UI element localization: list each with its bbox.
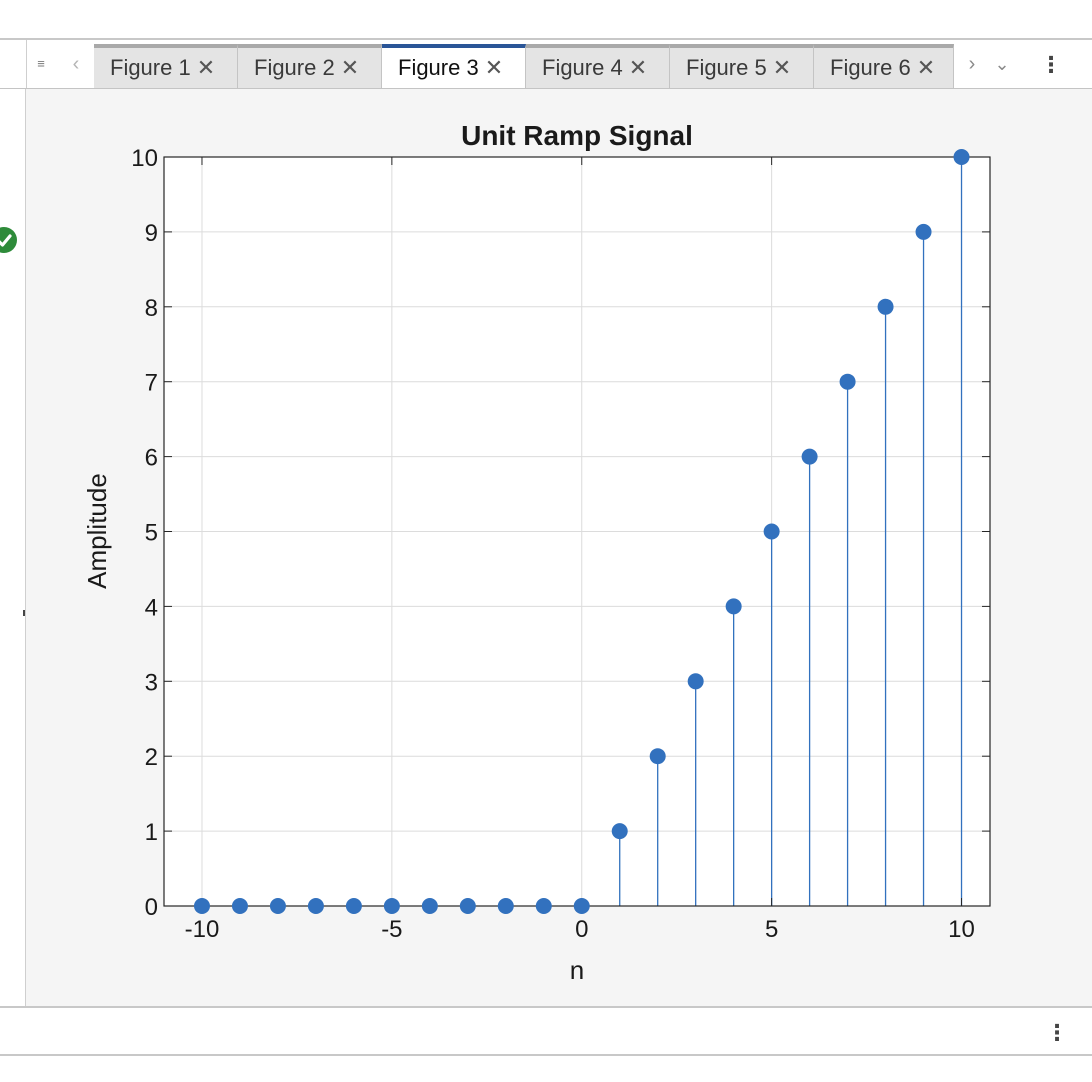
close-icon[interactable]: ✕ [772, 55, 792, 80]
stem-marker [535, 898, 552, 914]
y-tick-label: 3 [145, 669, 158, 696]
tick-labels: -10 -5 0 5 10 0 1 2 3 4 5 6 7 8 9 10 [131, 145, 975, 943]
x-tick-label: 0 [575, 916, 588, 943]
list-icon[interactable]: ≡ [37, 56, 45, 71]
stem-marker [801, 448, 818, 465]
stem-marker [307, 898, 324, 914]
stem-marker [231, 898, 248, 914]
y-tick-label: 4 [145, 594, 158, 621]
close-icon[interactable]: ✕ [484, 55, 504, 80]
chevron-right-icon[interactable]: › [968, 53, 976, 75]
close-icon[interactable]: ✕ [196, 55, 216, 80]
stem-marker [573, 898, 590, 914]
y-tick-label: 5 [145, 520, 158, 547]
axis-ticks [164, 156, 990, 907]
y-axis-label: Amplitude [82, 473, 112, 589]
close-icon[interactable]: ✕ [340, 55, 360, 80]
stem-marker [383, 898, 400, 914]
vertical-ellipsis-icon[interactable]: ⋮ [1046, 1020, 1068, 1045]
tab-figure-2[interactable]: Figure 2 ✕ [238, 44, 382, 89]
tab-label: Figure 3 [398, 55, 479, 80]
tab-figure-3[interactable]: Figure 3 ✕ [382, 44, 526, 89]
stem-markers [193, 149, 970, 914]
y-tick-label: 1 [145, 819, 158, 846]
tab-label: Figure 4 [542, 55, 623, 80]
stem-marker [497, 898, 514, 914]
panel-resize-handle[interactable] [23, 610, 25, 616]
chevron-down-icon[interactable]: ⌄ [994, 54, 1010, 74]
x-tick-label: 10 [948, 916, 975, 943]
tab-figure-4[interactable]: Figure 4 ✕ [526, 44, 670, 89]
close-icon[interactable]: ✕ [628, 55, 648, 80]
stem-marker [687, 673, 704, 690]
left-panel [0, 89, 26, 1006]
stem-plot: -10 -5 0 5 10 0 1 2 3 4 5 6 7 8 9 10 Unit Ramp Signal n… [82, 120, 991, 985]
stem-lines [619, 157, 963, 906]
y-tick-label: 8 [145, 295, 158, 322]
close-icon[interactable]: ✕ [916, 55, 936, 80]
x-tick-label: -5 [381, 916, 402, 943]
y-tick-label: 0 [145, 894, 158, 921]
stem-marker [345, 898, 362, 914]
stem-marker [953, 149, 970, 165]
stem-marker [269, 898, 286, 914]
tabbar-bottom-border [0, 88, 1092, 89]
x-tick-label: -10 [185, 916, 220, 943]
y-tick-label: 6 [145, 445, 158, 472]
tab-figure-6[interactable]: Figure 6 ✕ [814, 44, 954, 89]
stem-marker [725, 598, 742, 615]
bottom-status-bar: ⋮ [0, 1006, 1092, 1056]
y-tick-label: 9 [145, 220, 158, 247]
stem-marker [763, 523, 780, 540]
figure-canvas: -10 -5 0 5 10 0 1 2 3 4 5 6 7 8 9 10 Unit Ramp Signal n… [26, 89, 1092, 1006]
tab-label: Figure 5 [686, 55, 767, 80]
stem-marker [915, 223, 932, 240]
stem-marker [839, 373, 856, 390]
x-tick-label: 5 [765, 916, 778, 943]
stem-marker [649, 748, 666, 765]
vertical-ellipsis-icon[interactable]: ⋮ [1040, 52, 1062, 77]
y-tick-label: 10 [131, 145, 158, 172]
stem-marker [459, 898, 476, 914]
y-tick-label: 2 [145, 744, 158, 771]
stem-marker [193, 898, 210, 914]
tabbar-divider [26, 40, 27, 89]
tab-figure-1[interactable]: Figure 1 ✕ [94, 44, 238, 89]
check-circle-icon [0, 227, 17, 253]
x-axis-label: n [570, 955, 584, 985]
tab-label: Figure 1 [110, 55, 191, 80]
chart-title: Unit Ramp Signal [461, 120, 693, 151]
tab-label: Figure 6 [830, 55, 911, 80]
window-top-strip [0, 0, 1092, 40]
tab-figure-5[interactable]: Figure 5 ✕ [670, 44, 814, 89]
stem-marker [421, 898, 438, 914]
stem-marker [611, 823, 628, 840]
y-tick-label: 7 [145, 370, 158, 397]
stem-marker [877, 298, 894, 315]
figure-tab-bar: ≡ ‹ Figure 1 ✕ Figure 2 ✕ Figure 3 ✕ Figure… [0, 40, 1092, 89]
tab-label: Figure 2 [254, 55, 335, 80]
chevron-left-icon[interactable]: ‹ [72, 53, 80, 75]
